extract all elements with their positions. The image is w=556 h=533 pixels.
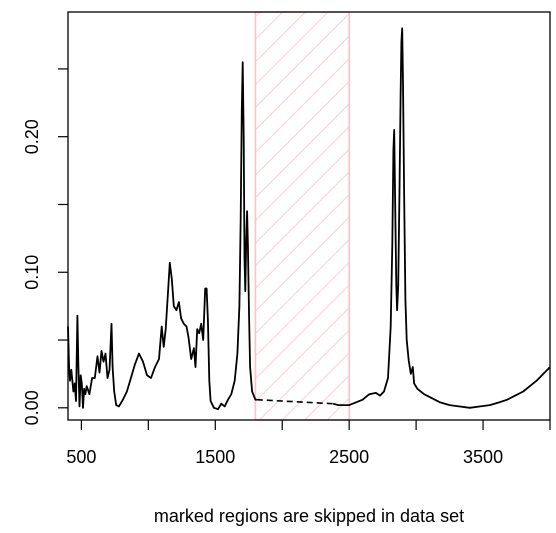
x-tick-label: 500 — [66, 447, 96, 467]
plot-frame — [67, 11, 551, 421]
x-tick-label: 2500 — [329, 447, 369, 467]
skipped-region-0 — [254, 11, 350, 421]
y-tick-label: 0.10 — [22, 255, 42, 290]
x-axis-title: marked regions are skipped in data set — [154, 506, 464, 526]
spectrum-line — [67, 27, 551, 411]
skipped-region-layer — [254, 11, 350, 421]
axis-layer: 500 1500 2500 3500 0.00 0.10 0.20 — [22, 68, 551, 467]
y-tick-label: 0.00 — [22, 390, 42, 425]
spectrum-line-skipped — [256, 398, 334, 405]
y-tick-label: 0.20 — [22, 119, 42, 154]
x-tick-label: 1500 — [195, 447, 235, 467]
x-tick-label: 3500 — [463, 447, 503, 467]
spectrum-line-layer — [67, 27, 551, 411]
